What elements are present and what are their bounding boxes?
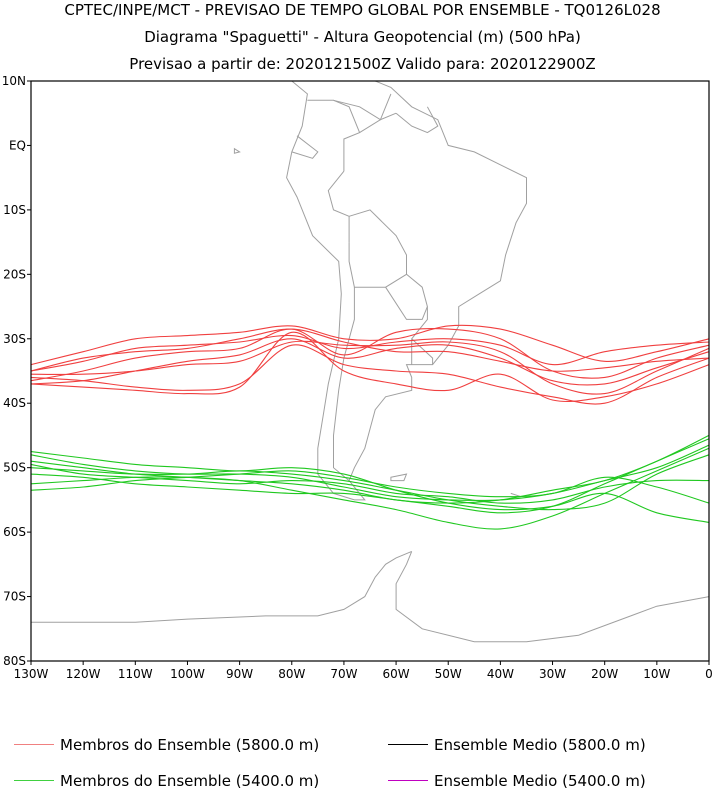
lat-label: 60S [3, 525, 26, 539]
legend-label-members-5400: Membros do Ensemble (5400.0 m) [60, 772, 320, 790]
galapagos [233, 147, 241, 154]
legend-item-members-5800: Membros do Ensemble (5800.0 m) [14, 734, 374, 756]
contour-5400-layer [30, 434, 710, 530]
contour-5400-member-7 [30, 438, 710, 514]
contour-5800-member-4 [30, 324, 710, 366]
border-brazil-north [359, 112, 397, 134]
legend-swatch-mean-5400 [388, 780, 428, 781]
lon-label: 60W [383, 667, 410, 681]
longitude-labels: 130W 120W 110W 100W 90W 80W 70W 60W 50W 40W 30W 20W… [14, 661, 713, 681]
contour-5400-member-8 [30, 463, 710, 504]
border-ecuador [291, 135, 319, 159]
border-argentina-brazil [411, 306, 428, 365]
lon-label: 90W [226, 667, 253, 681]
contour-5400-member-6 [30, 451, 710, 523]
lon-label: 100W [170, 667, 205, 681]
lon-label: 0 [705, 667, 713, 681]
lat-label: 40S [3, 396, 26, 410]
lon-label: 110W [118, 667, 153, 681]
south-america-outline [286, 80, 527, 501]
contour-5800-member-7 [30, 331, 710, 403]
legend-item-mean-5400: Ensemble Medio (5400.0 m) [388, 770, 718, 792]
border-peru-brazil [327, 170, 350, 243]
border-uruguay [411, 338, 434, 365]
contour-5800-member-5 [30, 344, 710, 405]
lat-label: 50S [3, 461, 26, 475]
legend-swatch-members-5800 [14, 744, 54, 745]
spaghetti-map: 10N EQ 10S 20S 30S 40S 50S 60S 70S 80S 130W 120W 11… [2, 74, 713, 681]
legend-label-mean-5400: Ensemble Medio (5400.0 m) [434, 772, 646, 790]
border-paraguay [385, 273, 428, 320]
lat-label: 30S [3, 332, 26, 346]
lon-label: 130W [14, 667, 49, 681]
legend-label-mean-5800: Ensemble Medio (5800.0 m) [434, 736, 646, 754]
border-bolivia [348, 209, 407, 288]
map-frame [30, 80, 710, 662]
lon-label: 120W [66, 667, 101, 681]
title-line-3: Previsao a partir de: 2020121500Z Valido… [129, 55, 596, 73]
lat-label: 10N [2, 74, 26, 88]
border-guianas [395, 106, 439, 134]
antarctic-coast-east [395, 551, 710, 643]
latitude-labels: 10N EQ 10S 20S 30S 40S 50S 60S 70S 80S [2, 74, 31, 668]
lat-label: 20S [3, 267, 26, 281]
lat-label: EQ [9, 138, 26, 152]
legend-label-members-5800: Membros do Ensemble (5800.0 m) [60, 736, 320, 754]
legend-item-mean-5800: Ensemble Medio (5800.0 m) [388, 734, 718, 756]
lon-label: 40W [487, 667, 514, 681]
lon-label: 50W [435, 667, 462, 681]
lat-label: 70S [3, 590, 26, 604]
lon-label: 30W [539, 667, 566, 681]
contour-5800-member-6 [30, 340, 710, 395]
contour-5800-member-8 [30, 328, 710, 372]
lat-label: 80S [3, 654, 26, 668]
legend-item-members-5400: Membros do Ensemble (5400.0 m) [14, 770, 374, 792]
border-venezuela [333, 93, 392, 121]
contour-5400-member-2 [30, 434, 710, 504]
legend-swatch-mean-5800 [388, 744, 428, 745]
contour-5400-member-3 [30, 454, 710, 511]
contour-5800-member-1 [30, 334, 710, 372]
falklands [390, 473, 408, 482]
lon-label: 20W [591, 667, 618, 681]
title-line-2: Diagrama "Spaguetti" - Altura Geopotenci… [144, 28, 581, 46]
antarctic-peninsula [31, 550, 412, 623]
border-argentina-chile [333, 287, 355, 481]
contour-5800-layer [30, 324, 710, 405]
legend-swatch-members-5400 [14, 780, 54, 781]
border-colombia [307, 99, 361, 172]
lon-label: 80W [278, 667, 305, 681]
title-line-1: CPTEC/INPE/MCT - PREVISAO DE TEMPO GLOBA… [64, 1, 661, 19]
lon-label: 10W [643, 667, 670, 681]
lon-label: 70W [330, 667, 357, 681]
lat-label: 10S [3, 203, 26, 217]
